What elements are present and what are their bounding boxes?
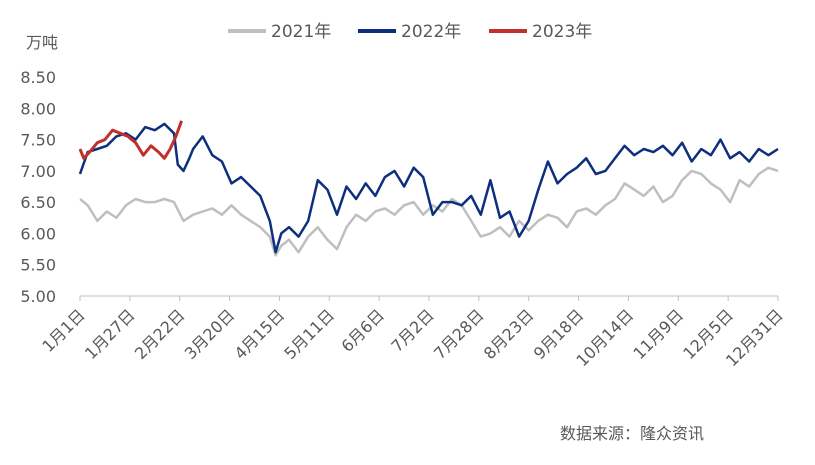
- x-tick-label: 3月20日: [181, 305, 239, 363]
- legend: 2021年 2022年 2023年: [228, 22, 592, 42]
- legend-label: 2021年: [271, 22, 331, 42]
- plot-area: [78, 120, 779, 257]
- x-tick-label: 6月6日: [338, 305, 388, 355]
- y-tick-label: 6.00: [20, 224, 56, 243]
- y-tick-label: 7.50: [20, 131, 56, 150]
- y-tick-label: 8.50: [20, 68, 56, 87]
- series-line: [78, 120, 184, 160]
- y-tick-label: 7.00: [20, 162, 56, 181]
- x-tick-label: 2月22日: [131, 305, 189, 363]
- source-note: 数据来源：隆众资讯: [560, 424, 704, 443]
- series-line: [79, 166, 779, 257]
- legend-label: 2022年: [401, 22, 461, 42]
- series-line: [78, 122, 779, 254]
- x-tick-label: 1月27日: [81, 305, 139, 363]
- x-tick-label: 4月15日: [231, 305, 289, 363]
- y-axis-ticks: 5.00 5.50 6.00 6.50 7.00 7.50 8.00 8.50: [20, 68, 56, 306]
- x-tick-label: 8月23日: [480, 305, 538, 363]
- y-tick-label: 5.00: [20, 287, 56, 306]
- x-tick-label: 7月28日: [430, 305, 488, 363]
- x-tick-label: 11月9日: [629, 305, 687, 363]
- legend-label: 2023年: [532, 22, 592, 42]
- y-axis-unit-label: 万吨: [26, 33, 58, 52]
- y-tick-label: 8.00: [20, 99, 56, 118]
- x-tick-label: 5月11日: [280, 305, 338, 363]
- y-tick-label: 6.50: [20, 193, 56, 212]
- y-tick-label: 5.50: [20, 256, 56, 275]
